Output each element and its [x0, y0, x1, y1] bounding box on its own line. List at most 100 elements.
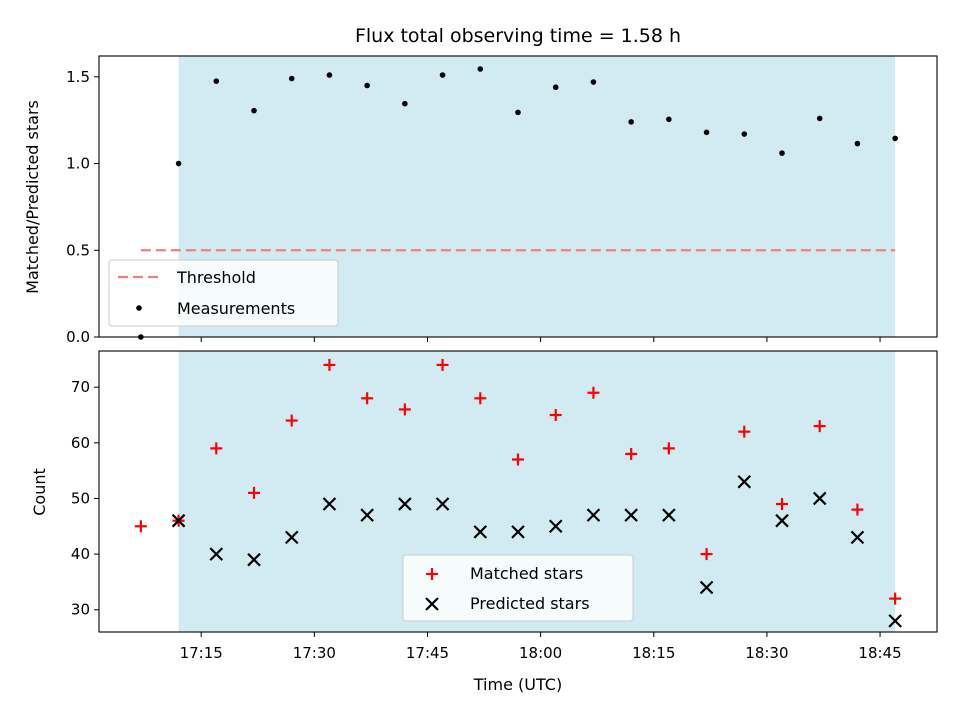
top-panel: 0.0 0.5 1.0 1.5 Matched/Predicted stars Thr…	[23, 55, 938, 346]
legend-measurements-swatch	[136, 305, 142, 311]
predicted-star-marker	[473, 525, 488, 539]
predicted-stars-points	[171, 474, 902, 628]
measurement-point	[175, 160, 182, 167]
predicted-star-marker	[435, 497, 450, 511]
measurement-point	[816, 115, 823, 122]
predicted-star-marker	[209, 547, 224, 561]
matched-star-marker	[813, 420, 826, 433]
predicted-star-marker	[398, 497, 412, 511]
measurement-point	[741, 131, 748, 137]
bottom-x-ticks: 17:15 17:30 17:45 18:00 18:15 18:30 18:45	[180, 632, 902, 662]
measurement-point	[892, 135, 898, 142]
matched-star-marker	[436, 358, 449, 371]
predicted-star-marker	[888, 614, 902, 628]
top-y-axis-label: Matched/Predicted stars	[23, 100, 42, 294]
top-y-tick-label: 1.5	[66, 68, 90, 86]
matched-star-marker	[361, 392, 374, 405]
bottom-y-tick-label: 60	[71, 434, 90, 452]
bottom-axes-frame	[98, 350, 938, 633]
x-tick-label: 17:30	[293, 644, 336, 662]
matched-star-marker	[587, 386, 600, 399]
measurement-point	[590, 79, 597, 85]
measurement-point	[288, 75, 295, 82]
matched-star-marker	[851, 503, 864, 516]
legend-measurements-label: Measurements	[177, 299, 295, 318]
matched-star-marker	[775, 498, 788, 511]
predicted-star-marker	[850, 530, 865, 545]
top-legend: Threshold Measurements	[108, 259, 339, 327]
predicted-star-marker	[699, 580, 714, 595]
top-y-tick-label: 0.0	[66, 328, 90, 346]
top-legend-box	[108, 259, 339, 327]
bottom-y-axis-label: Count	[30, 468, 49, 516]
matched-star-marker	[398, 403, 411, 416]
bottom-y-tick-label: 40	[71, 545, 90, 563]
matched-star-marker	[549, 408, 562, 421]
top-y-tick-label: 0.5	[66, 241, 90, 259]
top-y-ticks: 0.0 0.5 1.0 1.5	[66, 68, 99, 346]
top-x-ticks	[200, 337, 881, 342]
x-tick-label: 18:30	[745, 644, 788, 662]
predicted-star-marker	[662, 508, 676, 522]
measurement-point	[628, 119, 634, 125]
measurement-points	[138, 66, 898, 340]
measurement-point	[213, 78, 220, 84]
x-tick-label: 17:45	[406, 644, 449, 662]
x-axis-label: Time (UTC)	[473, 675, 562, 694]
x-tick-label: 18:00	[519, 644, 562, 662]
bottom-y-tick-label: 70	[71, 378, 90, 396]
matched-star-marker	[210, 442, 223, 455]
predicted-star-marker	[812, 491, 827, 506]
measurement-point	[439, 72, 446, 78]
measurement-point	[703, 129, 710, 136]
matched-star-marker	[700, 548, 713, 561]
predicted-star-marker	[322, 497, 337, 511]
matched-stars-points	[134, 358, 902, 605]
measurement-point	[515, 109, 521, 116]
legend-matched-swatch	[426, 568, 438, 580]
measurement-point	[326, 72, 333, 78]
bottom-y-ticks: 30 40 50 60 70	[71, 378, 99, 619]
predicted-star-marker	[360, 508, 374, 522]
predicted-star-marker	[247, 552, 261, 567]
legend-matched-label: Matched stars	[470, 564, 583, 583]
predicted-star-marker	[548, 519, 563, 534]
predicted-star-marker	[737, 474, 752, 489]
legend-predicted-swatch	[425, 597, 439, 611]
matched-star-marker	[285, 414, 298, 427]
legend-threshold-label: Threshold	[176, 268, 256, 287]
matched-star-marker	[512, 453, 524, 466]
legend-predicted-label: Predicted stars	[470, 594, 590, 613]
matched-star-marker	[248, 486, 261, 499]
measurement-point	[779, 150, 785, 156]
measurement-point	[854, 140, 861, 147]
bottom-legend: Matched stars Predicted stars	[402, 554, 634, 622]
top-axes-frame	[98, 55, 938, 338]
measurement-point	[552, 84, 559, 91]
measurement-point	[364, 82, 370, 89]
x-tick-label: 18:45	[858, 644, 901, 662]
predicted-star-marker	[586, 508, 601, 522]
chart-title: Flux total observing time = 1.58 h	[355, 25, 681, 47]
predicted-star-marker	[511, 525, 525, 539]
measurement-point	[251, 107, 257, 114]
matched-star-marker	[134, 520, 147, 533]
bottom-y-tick-label: 50	[71, 489, 90, 507]
matched-star-marker	[662, 442, 675, 455]
measurement-point	[477, 66, 484, 72]
x-tick-label: 18:15	[632, 644, 675, 662]
bottom-y-tick-label: 30	[71, 601, 90, 619]
matched-star-marker	[889, 592, 902, 605]
predicted-star-marker	[284, 530, 299, 545]
matched-star-marker	[323, 358, 336, 371]
predicted-star-marker	[171, 513, 186, 528]
bottom-panel: 30 40 50 60 70 17:15 17:30 17:45 18:00 18:15 18:3…	[30, 350, 938, 694]
matched-star-marker	[474, 392, 487, 405]
predicted-star-marker	[624, 508, 638, 522]
measurement-point	[666, 116, 672, 123]
top-y-tick-label: 1.0	[66, 155, 90, 173]
predicted-star-marker	[775, 513, 789, 528]
matched-star-marker	[738, 425, 751, 438]
x-tick-label: 17:15	[180, 644, 223, 662]
